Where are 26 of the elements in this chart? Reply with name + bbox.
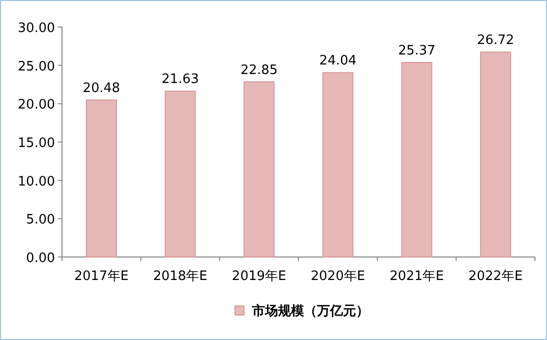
legend-label: 市场规模（万亿元）: [251, 303, 369, 319]
y-tick-label: 20.00: [18, 98, 55, 113]
y-tick-label: 10.00: [18, 174, 55, 190]
y-tick-label: 0.00: [26, 251, 55, 266]
bar: [244, 81, 275, 258]
data-label: 20.48: [82, 80, 120, 96]
x-tick-label: 2020年E: [310, 269, 366, 284]
bar: [86, 99, 117, 258]
bar: [480, 52, 512, 258]
bar: [401, 62, 432, 258]
x-tick-label: 2017年E: [74, 269, 129, 284]
y-tick-label: 5.00: [26, 212, 55, 228]
y-tick-label: 30.00: [18, 21, 55, 36]
x-tick-label: 2018年E: [153, 269, 208, 284]
bar: [322, 72, 354, 258]
x-tick-label: 2022年E: [468, 269, 523, 284]
data-label: 25.37: [398, 43, 436, 58]
x-tick-label: 2019年E: [232, 269, 286, 284]
data-label: 22.85: [240, 62, 278, 78]
y-tick-label: 15.00: [18, 136, 55, 151]
data-label: 24.04: [319, 54, 357, 69]
data-label: 26.72: [476, 33, 514, 48]
data-label: 21.63: [162, 72, 199, 88]
bar: [164, 90, 196, 258]
y-tick-label: 25.00: [18, 59, 55, 74]
x-tick-label: 2021年E: [390, 269, 444, 284]
